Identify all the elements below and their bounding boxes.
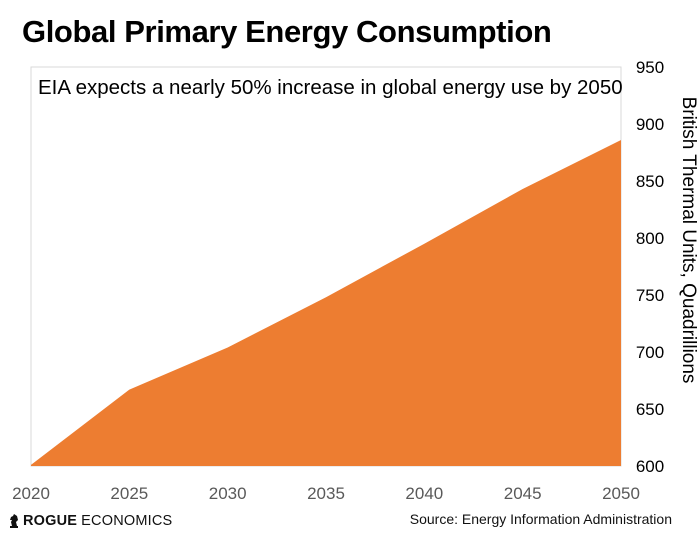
source-note: Source: Energy Information Administratio…: [409, 511, 672, 527]
brand-name-regular: ECONOMICS: [81, 513, 173, 529]
y-tick-label: 800: [636, 229, 664, 248]
y-tick-label: 850: [636, 172, 664, 191]
x-tick-label: 2045: [504, 484, 542, 503]
brand-name-bold: ROGUE: [23, 513, 78, 529]
area-fill: [31, 139, 621, 466]
chess-knight-icon: [10, 514, 18, 528]
x-tick-label: 2050: [602, 484, 640, 503]
y-tick-label: 950: [636, 58, 664, 77]
chart-subtitle: EIA expects a nearly 50% increase in glo…: [38, 76, 623, 99]
y-axis-label: British Thermal Units, Quadrillions: [678, 96, 699, 384]
y-axis-ticks: 600 650 700 750 800 850 900 950: [636, 58, 664, 476]
y-tick-label: 650: [636, 400, 664, 419]
brand-logo: ROGUE ECONOMICS: [8, 513, 172, 529]
x-tick-label: 2035: [307, 484, 345, 503]
x-tick-label: 2020: [12, 484, 50, 503]
area-series: [31, 139, 621, 466]
x-tick-label: 2030: [209, 484, 247, 503]
y-tick-label: 750: [636, 286, 664, 305]
y-tick-label: 900: [636, 115, 664, 134]
x-axis-ticks: 2020 2025 2030 2035 2040 2045 2050: [12, 484, 640, 503]
y-tick-label: 600: [636, 457, 664, 476]
y-tick-label: 700: [636, 343, 664, 362]
x-tick-label: 2040: [405, 484, 443, 503]
x-tick-label: 2025: [110, 484, 148, 503]
chart-title: Global Primary Energy Consumption: [22, 14, 552, 49]
